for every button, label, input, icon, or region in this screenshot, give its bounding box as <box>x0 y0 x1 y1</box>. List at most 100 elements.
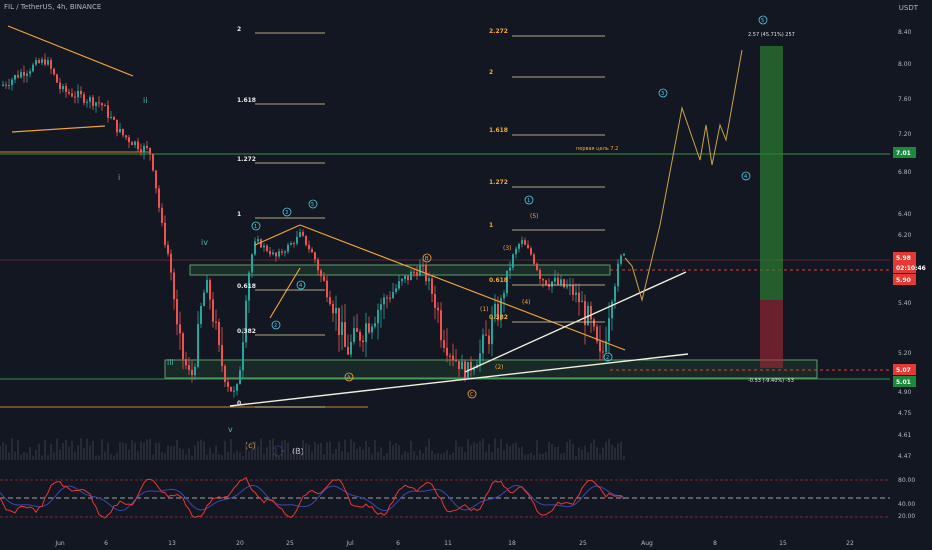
price-tick-label: 8.00 <box>898 61 912 68</box>
candle-body <box>368 323 370 333</box>
currency-label: USDT <box>898 4 918 12</box>
candle-body <box>104 105 106 107</box>
candle-body <box>605 341 607 352</box>
trendline-triangle-top <box>299 224 626 351</box>
support-zone <box>164 359 818 379</box>
price-tick-label: 5.20 <box>898 350 912 357</box>
candle-body <box>404 275 406 279</box>
candle-body <box>350 341 352 355</box>
candle-body <box>86 101 88 103</box>
impulse-circle <box>524 195 534 205</box>
sub-wave-label: (2) <box>495 364 504 371</box>
candle-body <box>149 147 151 154</box>
risk-box <box>760 300 783 368</box>
rsi-tick-label: 20.00 <box>898 513 915 520</box>
candle-body <box>200 306 202 325</box>
price-tick-label: 6.80 <box>898 169 912 176</box>
price-tick-label: 7.60 <box>898 96 912 103</box>
impulse-label: 2 <box>274 323 277 329</box>
resistance-zone <box>189 264 611 276</box>
date-tick-label: Aug <box>641 540 653 547</box>
candle-body <box>572 285 574 295</box>
candle-body <box>464 361 466 379</box>
price-badge <box>893 274 916 285</box>
candle-body <box>551 281 553 287</box>
candle-body <box>563 279 565 288</box>
candle-body <box>401 278 403 282</box>
candle-body <box>308 244 310 250</box>
wave-letter-label: (c) <box>245 441 256 450</box>
fib-right-label: 2.272 <box>489 28 508 35</box>
wave-circle-label: C <box>470 392 474 398</box>
candle-body <box>35 60 37 65</box>
price-tick-label: 5.40 <box>898 300 912 307</box>
candle-body <box>224 365 226 382</box>
candle-body <box>470 362 472 371</box>
date-tick-label: 15 <box>779 540 787 547</box>
candle-body <box>527 244 529 249</box>
candle-body <box>485 334 487 336</box>
candle-body <box>155 170 157 189</box>
candle-body <box>560 279 562 285</box>
candle-body <box>20 72 22 78</box>
candle-body <box>623 253 625 256</box>
candle-body <box>284 251 286 253</box>
price-badge-label: 5.07 <box>896 367 911 374</box>
candle-body <box>53 68 55 75</box>
sub-wave-label: (1) <box>480 306 489 313</box>
impulse-circle <box>251 221 261 231</box>
candle-body <box>344 322 346 347</box>
candle-body <box>38 60 40 63</box>
candle-body <box>416 272 418 276</box>
candle-body <box>539 270 541 279</box>
candle-body <box>122 128 124 136</box>
candle-body <box>293 243 295 245</box>
candle-body <box>230 386 232 392</box>
impulse-label: 4 <box>299 283 302 289</box>
trendline-upper-left <box>7 25 134 77</box>
candle-body <box>614 286 616 302</box>
candle-body <box>287 244 289 252</box>
rsi-tick-label: 40.00 <box>898 501 915 508</box>
candle-body <box>362 340 364 343</box>
candle-body <box>521 240 523 244</box>
candle-body <box>383 297 385 305</box>
rsi-tick-label: 80.00 <box>898 477 915 484</box>
candle-body <box>446 347 448 356</box>
candle-body <box>497 303 499 321</box>
wave-b-circle <box>272 445 284 457</box>
date-tick-label: 25 <box>286 540 294 547</box>
candle-body <box>608 318 610 342</box>
wave-circle <box>344 372 354 382</box>
candle-body <box>395 288 397 292</box>
candle-body <box>518 243 520 249</box>
price-badge-label: 5.90 <box>896 277 911 284</box>
candle-body <box>494 303 496 318</box>
candle-body <box>437 307 439 311</box>
wave-roman-label: v <box>228 425 233 434</box>
candle-body <box>251 254 253 273</box>
candle-body <box>62 86 64 90</box>
candle-body <box>170 253 172 273</box>
candle-body <box>434 293 436 308</box>
candle-body <box>410 271 412 281</box>
candle-body <box>524 240 526 245</box>
candle-body <box>503 293 505 299</box>
candle-body <box>8 85 10 87</box>
candle-body <box>188 365 190 370</box>
candle-body <box>83 94 85 103</box>
fib-right-label: 1.272 <box>489 179 508 186</box>
candle-body <box>452 355 454 360</box>
wave-circle <box>422 253 432 263</box>
candle-body <box>269 251 271 255</box>
candle-body <box>305 235 307 245</box>
candle-body <box>212 299 214 322</box>
candle-body <box>47 60 49 65</box>
candle-body <box>587 305 589 326</box>
candle-body <box>152 153 154 171</box>
candle-body <box>23 72 25 76</box>
candle-body <box>545 280 547 285</box>
fib-left-label: 1 <box>237 211 241 218</box>
candle-body <box>554 277 556 282</box>
